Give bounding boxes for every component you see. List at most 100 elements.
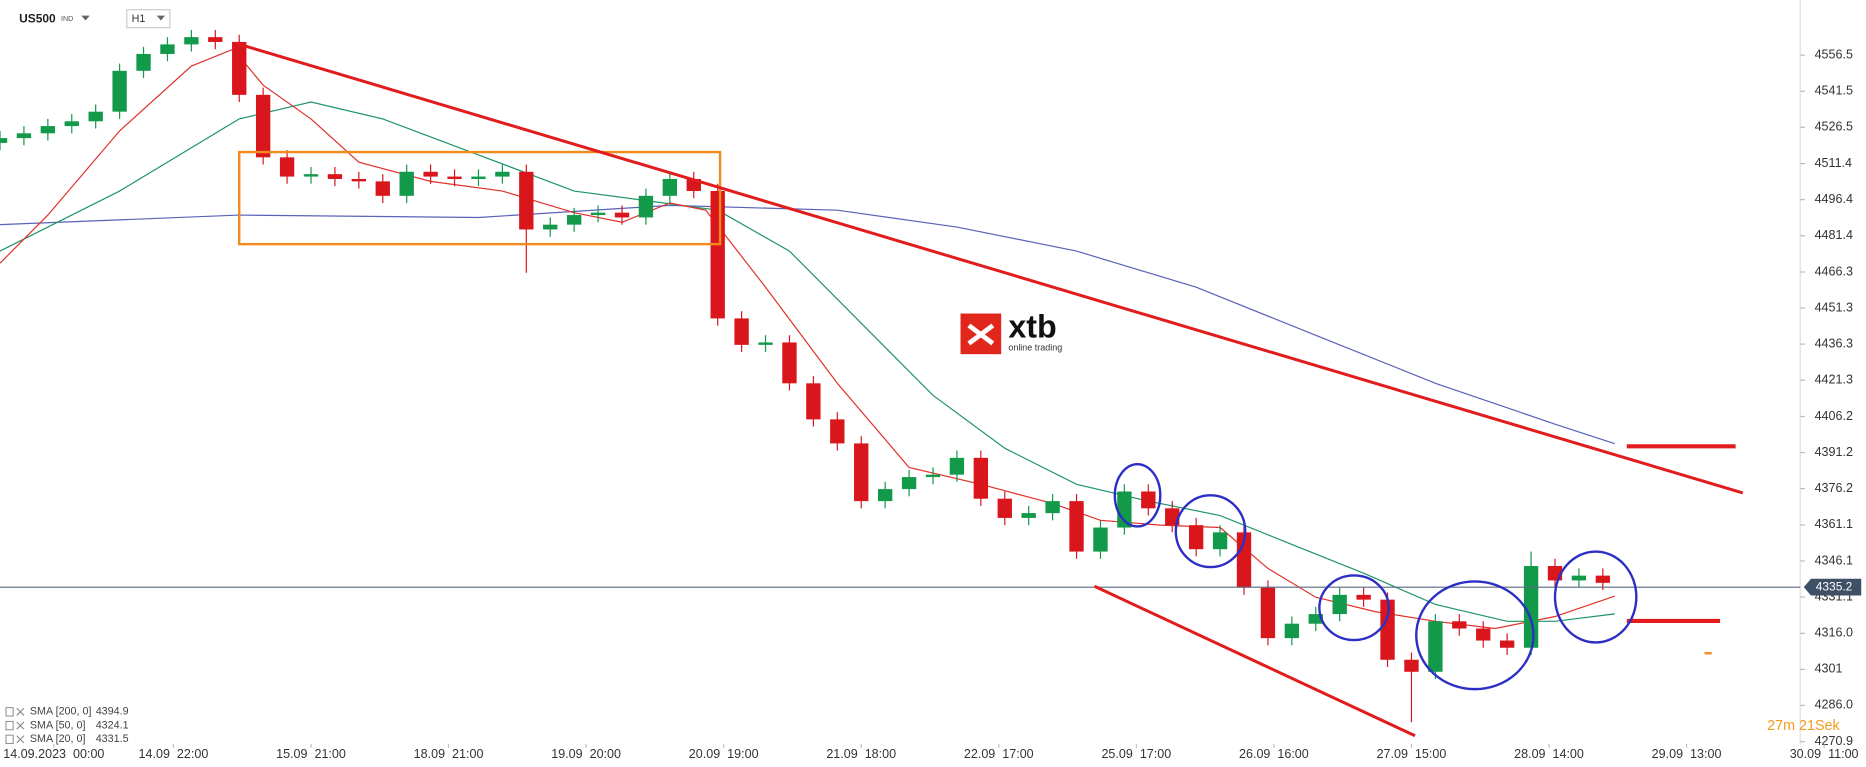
candle-body: [1595, 575, 1611, 583]
x-tick-label: 25.09 17:00: [1101, 747, 1171, 761]
x-tick-label: 14.09.2023 00:00: [3, 747, 104, 761]
highlight-circle: [1318, 574, 1390, 642]
x-tick-label: 18.09 21:00: [414, 747, 484, 761]
highlight-circle: [1415, 580, 1535, 691]
candle-body: [1476, 628, 1491, 641]
x-tick-label: 19.09 20:00: [551, 747, 621, 761]
candle-body: [208, 37, 223, 42]
candle-body: [997, 498, 1012, 518]
highlight-circle: [1113, 463, 1162, 528]
candle-body: [0, 138, 8, 143]
candle-body: [1356, 594, 1371, 600]
candle-body: [279, 157, 295, 177]
candle-body: [375, 181, 390, 196]
candle-body: [949, 457, 965, 475]
candle-body: [1141, 491, 1156, 509]
y-tick-label: 4436.3: [1815, 336, 1853, 350]
current-price-label: 4335.2: [1816, 579, 1853, 593]
candle-body: [1523, 566, 1539, 648]
candle-body: [758, 342, 773, 345]
candle-body: [327, 174, 343, 179]
candle-body: [662, 178, 678, 196]
candle-body: [447, 176, 462, 179]
x-tick-label: 15.09 21:00: [276, 747, 346, 761]
legend-close[interactable]: [16, 707, 25, 716]
candle-body: [255, 94, 271, 158]
legend-label: SMA [50, 0]: [30, 719, 86, 731]
dropdown-arrow[interactable]: [81, 15, 90, 21]
candle-body: [1284, 623, 1300, 639]
trend-line: [1093, 584, 1416, 738]
legend-close[interactable]: [16, 735, 25, 744]
y-tick-label: 4466.3: [1815, 264, 1853, 278]
candle-body: [1212, 532, 1228, 550]
y-tick-label: 4406.2: [1815, 409, 1853, 423]
candle-body: [1332, 594, 1347, 615]
x-tick-label: 20.09 19:00: [689, 747, 759, 761]
y-tick-label: 4361.1: [1815, 517, 1853, 531]
candle-body: [1021, 513, 1036, 518]
range-box: [238, 150, 722, 246]
timeframe: H1: [132, 13, 146, 25]
candle-body: [88, 111, 103, 122]
candle-body: [806, 383, 821, 420]
legend-label: SMA [20, 0]: [30, 733, 86, 745]
highlight-circle: [1553, 550, 1638, 644]
candle-body: [160, 44, 175, 54]
y-tick-label: 4511.4: [1815, 156, 1852, 170]
y-tick-label: 4541.5: [1815, 84, 1853, 98]
sma-line: [0, 204, 1615, 445]
candle-body: [590, 212, 606, 216]
sma-line: [0, 101, 1615, 622]
candle-body: [1452, 621, 1467, 629]
highlight-circle: [1174, 494, 1247, 569]
symbol: US500: [19, 11, 56, 25]
x-tick-label: 26.09 16:00: [1239, 747, 1309, 761]
candle-body: [830, 419, 845, 444]
y-tick-label: 4556.5: [1815, 47, 1853, 61]
candle-body: [1093, 527, 1108, 552]
candle-body: [519, 171, 534, 230]
legend-icon: [5, 720, 14, 731]
x-tick-label: 14.09 22:00: [139, 747, 209, 761]
candle-body: [710, 191, 725, 319]
candle-body: [1499, 640, 1515, 648]
current-price-tag: [1803, 578, 1862, 596]
candle-body: [734, 318, 749, 345]
candle-body: [782, 342, 797, 384]
candle-body: [925, 474, 941, 478]
candle-body: [1236, 532, 1252, 588]
legend-close[interactable]: [16, 721, 25, 730]
y-tick-label: 4391.2: [1815, 445, 1853, 459]
legend-value: 4394.9: [96, 706, 129, 718]
logo-name: xtb: [1008, 309, 1056, 345]
legend-value: 4324.1: [96, 719, 129, 731]
y-tick-label: 4451.3: [1815, 300, 1853, 314]
candle-body: [973, 457, 989, 499]
candle-body: [1428, 621, 1443, 672]
candle-body: [351, 178, 367, 182]
candle-body: [1188, 525, 1204, 550]
candle-body: [1117, 491, 1132, 528]
candle-body: [495, 171, 510, 177]
x-tick-label: 21.09 18:00: [826, 747, 896, 761]
x-tick-label: 28.09 14:00: [1514, 747, 1584, 761]
candle-body: [1260, 587, 1276, 639]
dropdown-arrow: [156, 15, 166, 21]
timeframe-box[interactable]: [126, 9, 171, 29]
candle-body: [471, 176, 486, 179]
candle-body: [423, 171, 438, 177]
candle-body: [1045, 501, 1060, 514]
legend-label: SMA [200, 0]: [30, 706, 92, 718]
x-tick-label: 30.09 11:00: [1790, 747, 1859, 761]
candle-body: [232, 41, 247, 95]
candle-body: [64, 121, 79, 127]
legend-icon: [5, 707, 14, 717]
candle-body: [877, 489, 893, 502]
x-tick-label: 27.09 15:00: [1377, 747, 1447, 761]
candle-body: [184, 37, 199, 45]
logo-cross: [967, 323, 995, 346]
